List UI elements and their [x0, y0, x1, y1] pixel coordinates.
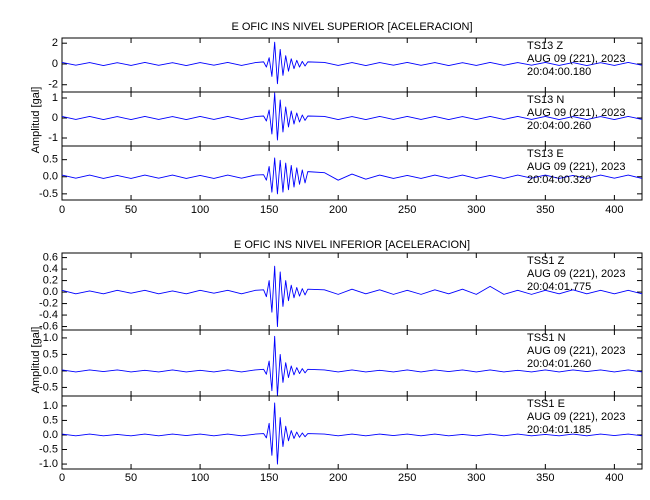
y-tick-label: 0 — [52, 112, 58, 124]
trace-annotation: TS13 Z — [527, 40, 563, 52]
x-tick-label: 400 — [605, 472, 623, 484]
y-tick-label: 0.0 — [43, 429, 58, 441]
y-tick-label: -0.5 — [39, 443, 58, 455]
x-tick-label: 150 — [260, 204, 278, 216]
x-tick-label: 150 — [260, 472, 278, 484]
trace-annotation: 20:04:00.320 — [527, 174, 591, 186]
y-tick-label: 0.0 — [43, 365, 58, 377]
trace-annotation: 20:04:01.185 — [527, 424, 591, 436]
trace-annotation: AUG 09 (221), 2023 — [527, 268, 625, 280]
y-tick-label: 2 — [52, 37, 58, 49]
trace-annotation: AUG 09 (221), 2023 — [527, 411, 625, 423]
y-tick-label: 0 — [52, 58, 58, 70]
waveform — [61, 92, 643, 141]
x-tick-label: 100 — [191, 204, 209, 216]
y-tick-label: -1.0 — [39, 458, 58, 470]
chart-title: E OFIC INS NIVEL INFERIOR [ACELERACION] — [234, 239, 470, 251]
x-tick-label: 50 — [125, 472, 137, 484]
x-tick-label: 300 — [467, 204, 485, 216]
trace-annotation: 20:04:01.260 — [527, 358, 591, 370]
y-axis-label: Amplitud [gal] — [30, 87, 42, 154]
y-tick-label: 1.0 — [43, 400, 58, 412]
trace-annotation: TS13 N — [527, 94, 564, 106]
trace-annotation: TSS1 Z — [527, 255, 565, 267]
x-tick-label: 300 — [467, 472, 485, 484]
y-tick-label: 0.0 — [43, 171, 58, 183]
x-tick-label: 200 — [329, 472, 347, 484]
waveform — [61, 335, 643, 397]
y-tick-label: 0.5 — [43, 348, 58, 360]
trace-annotation: 20:04:01.775 — [527, 281, 591, 293]
y-tick-label: -0.6 — [39, 320, 58, 332]
trace-annotation: TS13 E — [527, 148, 564, 160]
y-tick-label: 0.6 — [43, 252, 58, 264]
y-tick-label: -0.2 — [39, 297, 58, 309]
x-tick-label: 350 — [536, 204, 554, 216]
panel-frame — [61, 145, 643, 201]
trace-annotation: AUG 09 (221), 2023 — [527, 161, 625, 173]
y-tick-label: 0.5 — [43, 414, 58, 426]
y-tick-label: -1 — [48, 132, 58, 144]
y-tick-label: 0.2 — [43, 274, 58, 286]
x-tick-label: 50 — [125, 204, 137, 216]
y-tick-label: 0.4 — [43, 263, 58, 275]
x-tick-label: 100 — [191, 472, 209, 484]
y-axis-label: Amplitud [gal] — [30, 327, 42, 394]
trace-annotation: AUG 09 (221), 2023 — [527, 345, 625, 357]
trace-annotation: TSS1 N — [527, 332, 566, 344]
x-tick-label: 0 — [59, 472, 65, 484]
trace-annotation: 20:04:00.260 — [527, 120, 591, 132]
waveform — [61, 41, 643, 85]
y-tick-label: -0.5 — [39, 381, 58, 393]
trace-annotation: AUG 09 (221), 2023 — [527, 107, 625, 119]
waveform — [61, 157, 643, 195]
y-tick-label: -2 — [48, 79, 58, 91]
chart-title: E OFIC INS NIVEL SUPERIOR [ACELERACION] — [231, 21, 472, 33]
y-tick-label: 0.0 — [43, 286, 58, 298]
y-tick-label: 0.5 — [43, 154, 58, 166]
x-tick-label: 250 — [398, 204, 416, 216]
x-tick-label: 250 — [398, 472, 416, 484]
waveform — [61, 402, 643, 465]
y-tick-label: 1.0 — [43, 332, 58, 344]
x-tick-label: 350 — [536, 472, 554, 484]
trace-annotation: 20:04:00.180 — [527, 66, 591, 78]
y-tick-label: 1 — [52, 92, 58, 104]
x-tick-label: 0 — [59, 204, 65, 216]
x-tick-label: 200 — [329, 204, 347, 216]
panel-frame — [61, 395, 643, 470]
x-tick-label: 400 — [605, 204, 623, 216]
y-tick-label: -0.5 — [39, 188, 58, 200]
trace-annotation: TSS1 E — [527, 398, 565, 410]
y-tick-label: -0.4 — [39, 309, 58, 321]
trace-annotation: AUG 09 (221), 2023 — [527, 53, 625, 65]
waveform — [61, 265, 643, 327]
